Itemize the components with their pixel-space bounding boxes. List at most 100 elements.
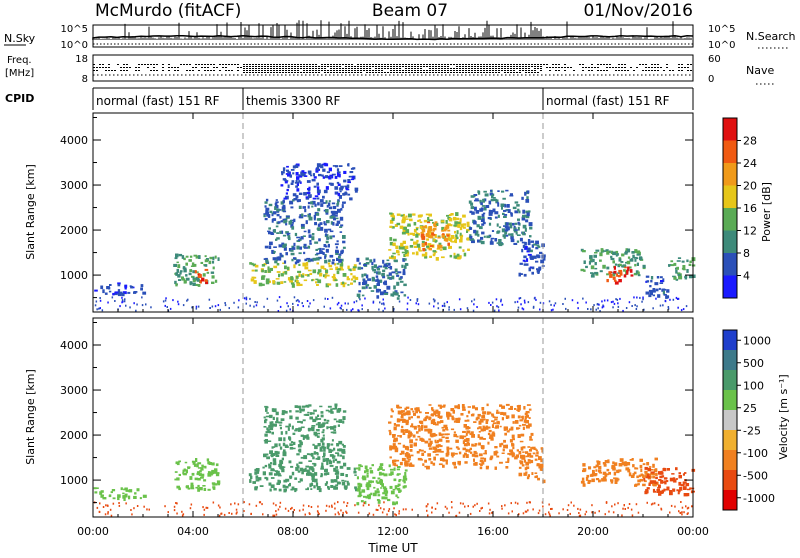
heatmap-cell <box>185 262 188 266</box>
heatmap-cell <box>422 247 426 252</box>
heatmap-cell <box>438 432 442 436</box>
heatmap-cell <box>525 414 529 418</box>
heatmap-cell <box>178 279 182 281</box>
freq-sample <box>396 72 398 73</box>
heatmap-cell <box>356 476 359 480</box>
heatmap-cell <box>400 291 404 294</box>
heatmap-cell <box>315 257 320 261</box>
x-tick-label: 12:00 <box>377 525 409 538</box>
heatmap-cell <box>130 509 132 511</box>
freq-sample <box>456 68 458 69</box>
heatmap-cell <box>678 275 683 280</box>
heatmap-cell <box>178 473 181 476</box>
freq-sample <box>480 72 482 73</box>
heatmap-cell <box>96 487 99 489</box>
heatmap-cell <box>306 257 311 260</box>
heatmap-cell <box>195 458 198 462</box>
heatmap-cell <box>408 463 413 467</box>
heatmap-cell <box>118 291 123 295</box>
freq-sample <box>618 64 620 65</box>
heatmap-cell <box>317 223 321 227</box>
freq-sample <box>609 64 611 65</box>
heatmap-cell <box>182 469 185 472</box>
heatmap-cell <box>279 215 282 219</box>
heatmap-cell <box>332 455 336 458</box>
heatmap-cell <box>415 251 419 256</box>
freq-sample <box>315 70 317 71</box>
heatmap-cell <box>490 239 493 242</box>
heatmap-cell <box>438 463 443 466</box>
heatmap-cell <box>550 303 552 306</box>
heatmap-cell <box>208 260 212 265</box>
heatmap-cell <box>321 442 325 446</box>
heatmap-cell <box>386 285 391 290</box>
heatmap-cell <box>379 507 382 510</box>
heatmap-cell <box>501 442 504 446</box>
heatmap-cell <box>473 303 475 306</box>
heatmap-cell <box>607 459 610 462</box>
heatmap-cell <box>402 216 406 219</box>
heatmap-cell <box>199 279 202 284</box>
heatmap-cell <box>276 210 280 213</box>
heatmap-cell <box>335 165 339 168</box>
heatmap-cell <box>426 509 428 512</box>
heatmap-cell <box>689 260 692 263</box>
heatmap-cell <box>293 264 296 269</box>
station-title: McMurdo (fitACF) <box>95 1 241 21</box>
heatmap-cell <box>285 252 288 256</box>
freq-sample <box>564 70 566 71</box>
heatmap-cell <box>357 482 361 486</box>
heatmap-cell <box>282 244 287 248</box>
heatmap-cell <box>299 408 304 412</box>
heatmap-cell <box>427 514 429 517</box>
freq-sample <box>282 72 284 73</box>
heatmap-cell <box>465 449 469 452</box>
freq-sample <box>555 64 557 65</box>
heatmap-cell <box>344 185 347 188</box>
heatmap-cell <box>482 212 486 215</box>
freq-sample <box>552 64 554 65</box>
freq-sample <box>384 72 386 73</box>
heatmap-cell <box>99 502 101 505</box>
heatmap-cell <box>503 215 507 218</box>
heatmap-cell <box>648 294 652 298</box>
freq-sample <box>225 70 227 71</box>
heatmap-cell <box>273 488 277 491</box>
heatmap-cell <box>122 492 125 495</box>
heatmap-cell <box>324 468 328 472</box>
heatmap-cell <box>219 308 221 311</box>
heatmap-cell <box>121 301 123 304</box>
heatmap-cell <box>280 201 284 205</box>
heatmap-cell <box>327 243 330 248</box>
heatmap-cell <box>598 479 601 483</box>
heatmap-cell <box>282 218 287 222</box>
heatmap-cell <box>342 445 346 448</box>
freq-sample <box>123 70 125 71</box>
heatmap-cell <box>676 272 681 275</box>
heatmap-cell <box>287 427 290 431</box>
heatmap-cell <box>397 442 402 445</box>
heatmap-cell <box>105 504 107 507</box>
heatmap-cell <box>279 252 282 257</box>
heatmap-cell <box>280 431 283 435</box>
heatmap-cell <box>435 444 440 448</box>
heatmap-cell <box>503 439 506 443</box>
heatmap-cell <box>110 514 113 517</box>
heatmap-cell <box>340 307 342 310</box>
heatmap-cell <box>612 306 614 309</box>
heatmap-cell <box>589 255 593 259</box>
heatmap-cell <box>675 467 678 471</box>
heatmap-cell <box>364 465 368 470</box>
heatmap-cell <box>213 469 218 474</box>
heatmap-cell <box>536 254 540 258</box>
heatmap-cell <box>280 281 284 284</box>
freq-sample <box>336 64 338 65</box>
heatmap-cell <box>371 277 375 282</box>
heatmap-cell <box>514 201 519 204</box>
heatmap-cell <box>112 497 116 500</box>
heatmap-cell <box>626 248 631 253</box>
heatmap-cell <box>300 223 305 228</box>
heatmap-cell <box>263 214 266 218</box>
heatmap-cell <box>514 301 516 304</box>
heatmap-cell <box>508 233 513 236</box>
